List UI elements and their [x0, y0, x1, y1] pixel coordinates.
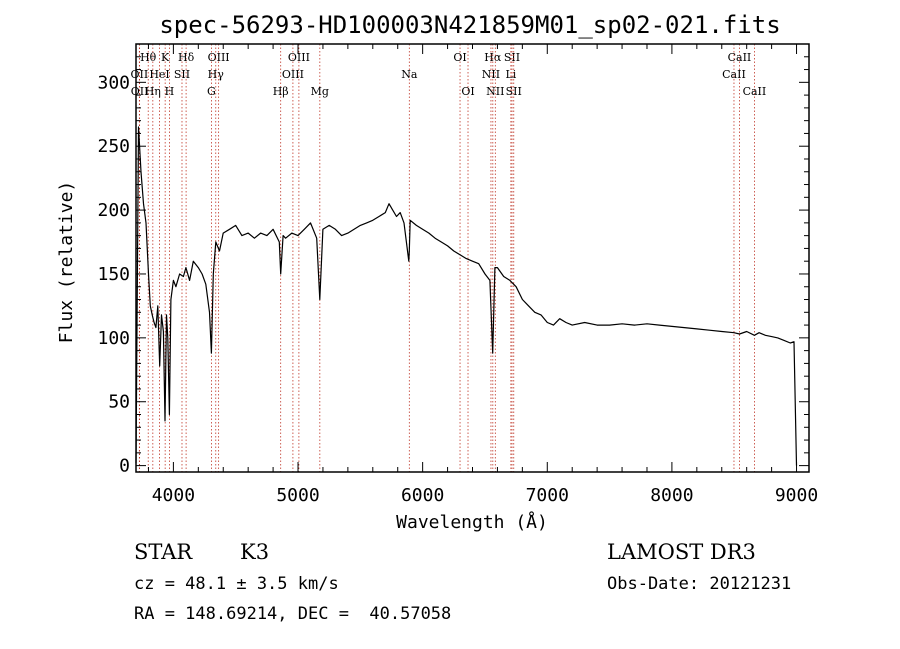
- y-tick-label: 250: [97, 136, 130, 157]
- x-tick-label: 5000: [276, 485, 319, 506]
- spectral-line-label: OIII: [288, 51, 310, 64]
- spectral-line-label: OIII: [208, 51, 230, 64]
- spectral-line-label: OI: [461, 85, 474, 98]
- spectral-line-label: CaII: [722, 68, 746, 81]
- x-tick-label: 9000: [775, 485, 818, 506]
- spectral-line-label: CaII: [728, 51, 752, 64]
- coordinates: RA = 148.69214, DEC = 40.57058: [134, 604, 452, 624]
- spectral-line-label: OIII: [282, 68, 304, 81]
- spectral-line-label: SII: [506, 85, 522, 98]
- redshift-velocity: cz = 48.1 ± 3.5 km/s: [134, 574, 339, 594]
- spectral-line-label: OII: [131, 68, 149, 81]
- y-tick-label: 50: [108, 392, 130, 413]
- spectral-line-label: SII: [174, 68, 190, 81]
- x-tick-label: 7000: [526, 485, 569, 506]
- object-subclass: K3: [240, 540, 270, 564]
- y-tick-label: 300: [97, 72, 130, 93]
- spectral-line-label: SII: [504, 51, 520, 64]
- spectral-line-label: Hθ: [140, 51, 157, 64]
- spectral-line-label: OII: [131, 85, 149, 98]
- spectral-line-label: Mg: [311, 85, 329, 98]
- y-tick-label: 100: [97, 328, 130, 349]
- plot-area: [135, 126, 798, 466]
- x-tick-label: 6000: [401, 485, 444, 506]
- y-axis-label: Flux (relative): [56, 181, 77, 344]
- spectral-line-label: NII: [486, 85, 504, 98]
- spectral-line-label: K: [161, 51, 170, 64]
- spectral-line-label: Hα: [484, 51, 502, 64]
- spectral-line-label: Na: [401, 68, 418, 81]
- y-tick-label: 200: [97, 200, 130, 221]
- y-tick-label: 0: [119, 456, 130, 477]
- observation-date: Obs-Date: 20121231: [607, 574, 792, 594]
- object-class: STAR: [134, 540, 193, 564]
- spectral-line-label: G: [207, 85, 216, 98]
- axes: 4000 5000 6000 7000 8000 9000 0 50 100 150 200 250 3…: [97, 43, 818, 506]
- survey-name: LAMOST DR3: [607, 540, 756, 564]
- chart-title: spec-56293-HD100003N421859M01_sp02-021.f…: [159, 11, 780, 39]
- spectral-line-label: CaII: [743, 85, 767, 98]
- plot-frame: [135, 43, 810, 473]
- spectral-line-label: Hδ: [178, 51, 195, 64]
- spectral-line-label: OI: [453, 51, 466, 64]
- x-tick-label: 4000: [152, 485, 195, 506]
- spectral-line-label: H: [165, 85, 175, 98]
- y-tick-label: 150: [97, 264, 130, 285]
- spectral-line-label: Li: [505, 68, 516, 81]
- spectral-line-label: Hη: [145, 85, 161, 98]
- spectrum-line: [135, 126, 798, 466]
- spectrum-chart: spec-56293-HD100003N421859M01_sp02-021.f…: [56, 11, 818, 533]
- spectral-line-label: Hγ: [208, 68, 225, 81]
- spectral-line-label: Hβ: [273, 85, 289, 98]
- x-tick-label: 8000: [650, 485, 693, 506]
- x-axis-label: Wavelength (Å): [396, 511, 548, 533]
- spectral-line-label: NII: [482, 68, 500, 81]
- spectral-line-label: HeI: [149, 68, 169, 81]
